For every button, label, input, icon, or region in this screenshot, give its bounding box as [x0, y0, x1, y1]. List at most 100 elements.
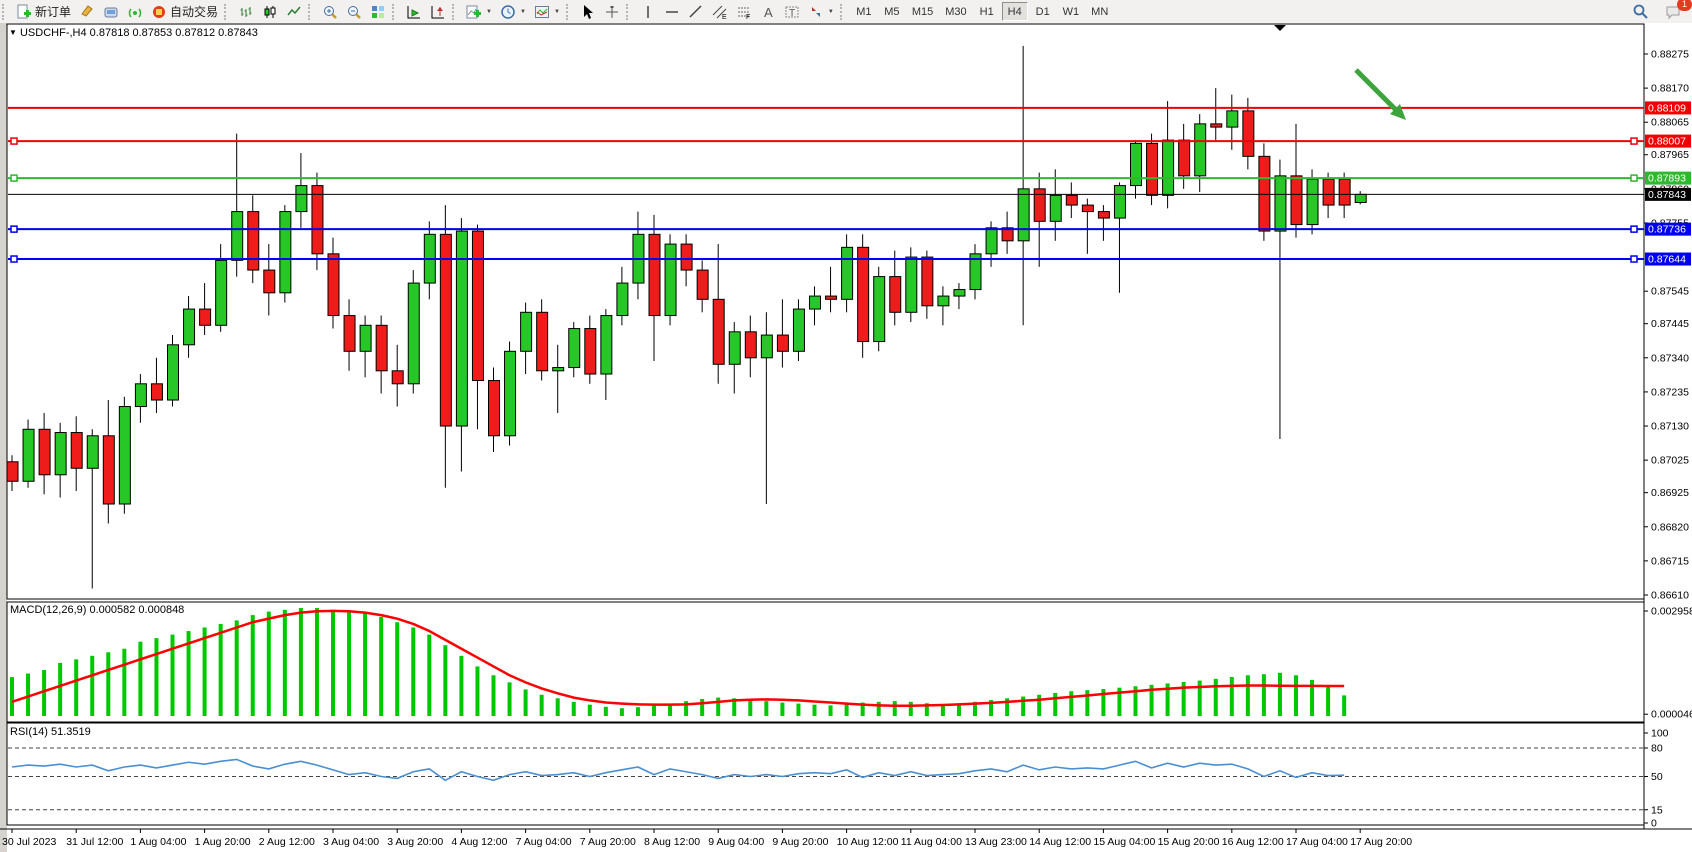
timeframe-M1[interactable]: M1	[851, 2, 877, 21]
macd-bar	[186, 631, 191, 716]
zoom-out-button[interactable]	[342, 1, 366, 22]
bar-chart-button[interactable]	[234, 1, 258, 22]
toolbar-grip[interactable]	[392, 3, 399, 20]
time-axis[interactable]: 30 Jul 2023 31 Jul 12:00 1 Aug 04:00 1 Aug …	[2, 829, 1412, 848]
price-axis[interactable]: 0.882750.881700.880650.879650.878600.877…	[1644, 49, 1689, 602]
templates-button[interactable]: ▼	[530, 1, 564, 22]
zoom-in-button[interactable]	[318, 1, 342, 22]
search-button[interactable]	[1628, 1, 1653, 22]
timeframe-M5[interactable]: M5	[879, 2, 905, 21]
chart-window[interactable]: 0.882750.881700.880650.879650.878600.877…	[0, 23, 1692, 852]
toolbar-grip[interactable]	[625, 3, 633, 20]
periods-button[interactable]: ▼	[496, 1, 530, 22]
macd-bar	[1197, 680, 1202, 716]
candle-chart-button[interactable]	[258, 1, 282, 22]
timeframe-M15[interactable]: M15	[907, 2, 938, 21]
timeframe-MN[interactable]: MN	[1086, 2, 1113, 21]
line-handle[interactable]	[1630, 225, 1638, 233]
fibonacci-button[interactable]: F	[732, 1, 756, 22]
svg-text:0.88275: 0.88275	[1651, 49, 1689, 61]
trendline-button[interactable]	[684, 1, 708, 22]
toolbar-grip[interactable]	[565, 3, 573, 20]
indicators-button[interactable]: ▼	[462, 1, 496, 22]
vertical-line-button[interactable]	[636, 1, 660, 22]
toolbar-grip[interactable]	[839, 3, 847, 20]
svg-text:0.86610: 0.86610	[1651, 589, 1689, 601]
candle	[1130, 142, 1142, 187]
styler-button[interactable]	[75, 1, 99, 22]
expert-advisor-button[interactable]	[99, 1, 123, 22]
candle	[809, 295, 821, 310]
line-handle[interactable]	[10, 137, 18, 145]
svg-text:A: A	[764, 5, 773, 20]
text-label-button[interactable]: T	[780, 1, 804, 22]
candle	[1194, 123, 1207, 177]
hline-0.87644[interactable]	[8, 255, 1644, 263]
hline-0.88007[interactable]	[8, 137, 1644, 145]
svg-text:17 Aug 04:00: 17 Aug 04:00	[1286, 836, 1348, 848]
candle	[6, 461, 19, 482]
macd-bar	[812, 704, 817, 716]
toolbar-grip[interactable]	[2, 3, 9, 20]
timeframe-W1[interactable]: W1	[1058, 2, 1085, 21]
macd-bar	[1101, 689, 1106, 716]
svg-text:9 Aug 04:00: 9 Aug 04:00	[708, 836, 764, 848]
line-handle[interactable]	[10, 255, 18, 263]
macd-bar	[74, 659, 79, 716]
text-button[interactable]: A	[756, 1, 780, 22]
line-handle[interactable]	[1630, 255, 1638, 263]
toolbar-grip[interactable]	[224, 3, 231, 20]
candle	[183, 308, 196, 346]
cursor-button[interactable]	[576, 1, 600, 22]
candle	[488, 380, 500, 437]
chart-menu-caret-icon[interactable]: ▼	[9, 28, 17, 37]
line-handle[interactable]	[10, 174, 18, 182]
hline-0.87893[interactable]	[8, 174, 1644, 182]
chart-top-caret-icon[interactable]	[1274, 25, 1286, 31]
macd-bar	[363, 613, 368, 716]
candle	[648, 233, 661, 317]
line-handle[interactable]	[10, 225, 18, 233]
timeframe-H4[interactable]: H4	[1001, 2, 1028, 21]
svg-text:1 Aug 20:00: 1 Aug 20:00	[195, 836, 251, 848]
timeframe-M30[interactable]: M30	[940, 2, 971, 21]
new-order-button[interactable]: 新订单	[12, 1, 75, 22]
hline-0.87736[interactable]	[8, 225, 1644, 233]
macd-bar	[1085, 690, 1090, 716]
chart-canvas[interactable]: 0.882750.881700.880650.879650.878600.877…	[0, 23, 1692, 852]
annotation-arrow[interactable]	[1354, 68, 1406, 120]
horizontal-line-button[interactable]	[660, 1, 684, 22]
macd-bar	[1245, 675, 1250, 716]
chart-shift-button[interactable]	[426, 1, 450, 22]
line-handle[interactable]	[1630, 137, 1638, 145]
current-price-label: 0.87843	[1645, 187, 1691, 201]
arrows-button[interactable]: ▼	[804, 1, 838, 22]
macd-bar	[587, 704, 592, 716]
line-chart-button[interactable]	[282, 1, 306, 22]
periods-icon	[500, 4, 516, 20]
macd-bar	[491, 675, 496, 716]
candle	[889, 276, 902, 313]
candle	[969, 253, 982, 291]
tile-windows-button[interactable]	[366, 1, 390, 22]
chart-title[interactable]: ▼ USDCHF-,H4 0.87818 0.87853 0.87812 0.8…	[9, 27, 258, 39]
signal-button[interactable]	[123, 1, 147, 22]
toolbar-grip[interactable]	[308, 3, 315, 20]
line-handle[interactable]	[1630, 174, 1638, 182]
left-splitter[interactable]	[0, 23, 7, 852]
candle	[391, 370, 404, 385]
auto-trading-button[interactable]: 自动交易	[147, 1, 222, 22]
equidistant-channel-button[interactable]: E	[708, 1, 732, 22]
auto-scroll-button[interactable]	[402, 1, 426, 22]
cursor-icon	[580, 4, 596, 20]
svg-text:3 Aug 20:00: 3 Aug 20:00	[387, 836, 443, 848]
timeframe-H1[interactable]: H1	[974, 2, 1000, 21]
toolbar-grip[interactable]	[452, 3, 459, 20]
candle	[407, 282, 420, 385]
auto-trading-icon	[151, 4, 167, 20]
chat-button[interactable]: 1	[1661, 0, 1692, 22]
candle	[86, 435, 99, 469]
timeframe-D1[interactable]: D1	[1030, 2, 1056, 21]
crosshair-button[interactable]	[600, 1, 624, 22]
candle	[375, 324, 388, 372]
